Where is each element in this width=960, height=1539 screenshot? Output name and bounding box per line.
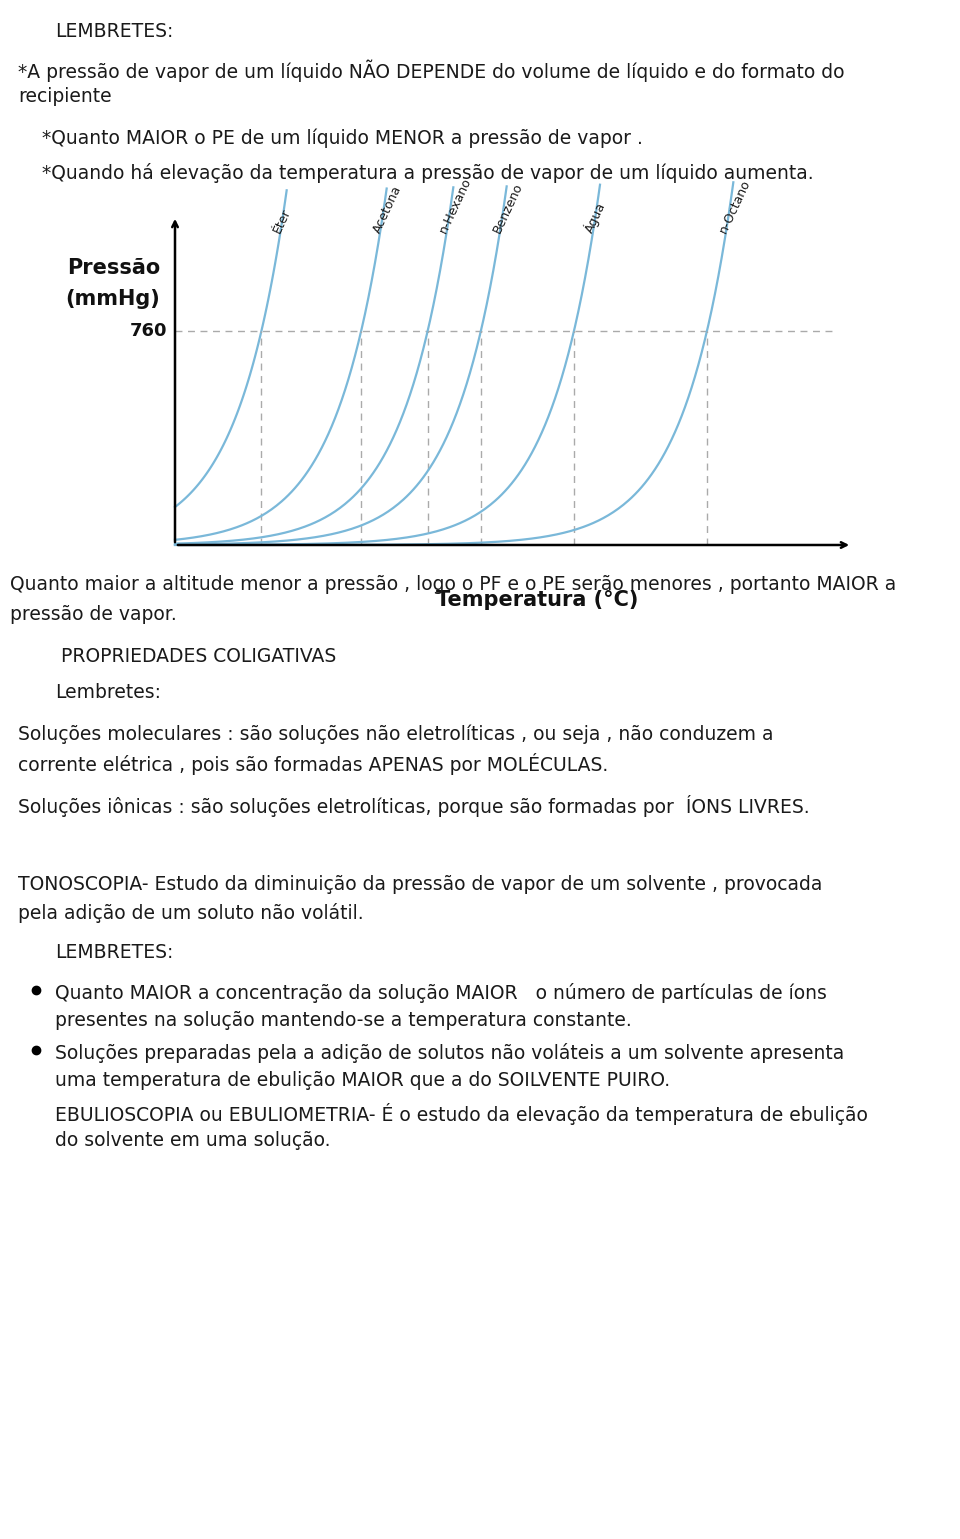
Text: PROPRIEDADES COLIGATIVAS: PROPRIEDADES COLIGATIVAS [55,646,336,666]
Text: *Quanto MAIOR o PE de um líquido MENOR a pressão de vapor .: *Quanto MAIOR o PE de um líquido MENOR a… [18,128,643,148]
Text: *Quando há elevação da temperatura a pressão de vapor de um líquido aumenta.: *Quando há elevação da temperatura a pre… [18,163,814,183]
Text: Soluções moleculares : são soluções não eletrolíticas , ou seja , não conduzem a: Soluções moleculares : são soluções não … [18,725,774,745]
Text: Quanto MAIOR a concentração da solução MAIOR   o número de partículas de íons: Quanto MAIOR a concentração da solução M… [55,983,827,1003]
Text: (mmHg): (mmHg) [65,289,160,309]
Text: Acetona: Acetona [371,183,404,235]
Text: do solvente em uma solução.: do solvente em uma solução. [55,1131,330,1150]
Text: *A pressão de vapor de um líquido NÃO DEPENDE do volume de líquido e do formato : *A pressão de vapor de um líquido NÃO DE… [18,60,845,83]
Text: LEMBRETES:: LEMBRETES: [55,22,174,42]
Text: presentes na solução mantendo-se a temperatura constante.: presentes na solução mantendo-se a tempe… [55,1011,632,1030]
Text: Soluções preparadas pela a adição de solutos não voláteis a um solvente apresent: Soluções preparadas pela a adição de sol… [55,1043,844,1063]
Text: EBULIOSCOPIA ou EBULIOMETRIA- É o estudo da elevação da temperatura de ebulição: EBULIOSCOPIA ou EBULIOMETRIA- É o estudo… [55,1103,868,1125]
Text: LEMBRETES:: LEMBRETES: [55,943,174,962]
Text: Benzeno: Benzeno [491,180,525,235]
Text: recipiente: recipiente [18,88,111,106]
Text: Quanto maior a altitude menor a pressão , logo o PF e o PE serão menores , porta: Quanto maior a altitude menor a pressão … [10,576,897,594]
Text: Éter: Éter [271,206,294,235]
Text: Lembretes:: Lembretes: [55,683,161,702]
Text: 760: 760 [130,322,167,340]
Text: Pressão: Pressão [67,259,160,279]
Text: Soluções iônicas : são soluções eletrolíticas, porque são formadas por  ÍONS LIV: Soluções iônicas : são soluções eletrolí… [18,796,809,817]
Text: pela adição de um soluto não volátil.: pela adição de um soluto não volátil. [18,903,364,923]
Text: n-Hexano: n-Hexano [437,175,474,235]
Text: n-Octano: n-Octano [716,177,753,235]
Text: pressão de vapor.: pressão de vapor. [10,605,177,623]
Text: corrente elétrica , pois são formadas APENAS por MOLÉCULAS.: corrente elétrica , pois são formadas AP… [18,753,609,776]
Text: Temperatura (°C): Temperatura (°C) [436,589,638,609]
Text: uma temperatura de ebulição MAIOR que a do SOILVENTE PUIRO.: uma temperatura de ebulição MAIOR que a … [55,1071,670,1090]
Text: TONOSCOPIA- Estudo da diminuição da pressão de vapor de um solvente , provocada: TONOSCOPIA- Estudo da diminuição da pres… [18,876,823,894]
Text: Água: Água [582,200,609,235]
